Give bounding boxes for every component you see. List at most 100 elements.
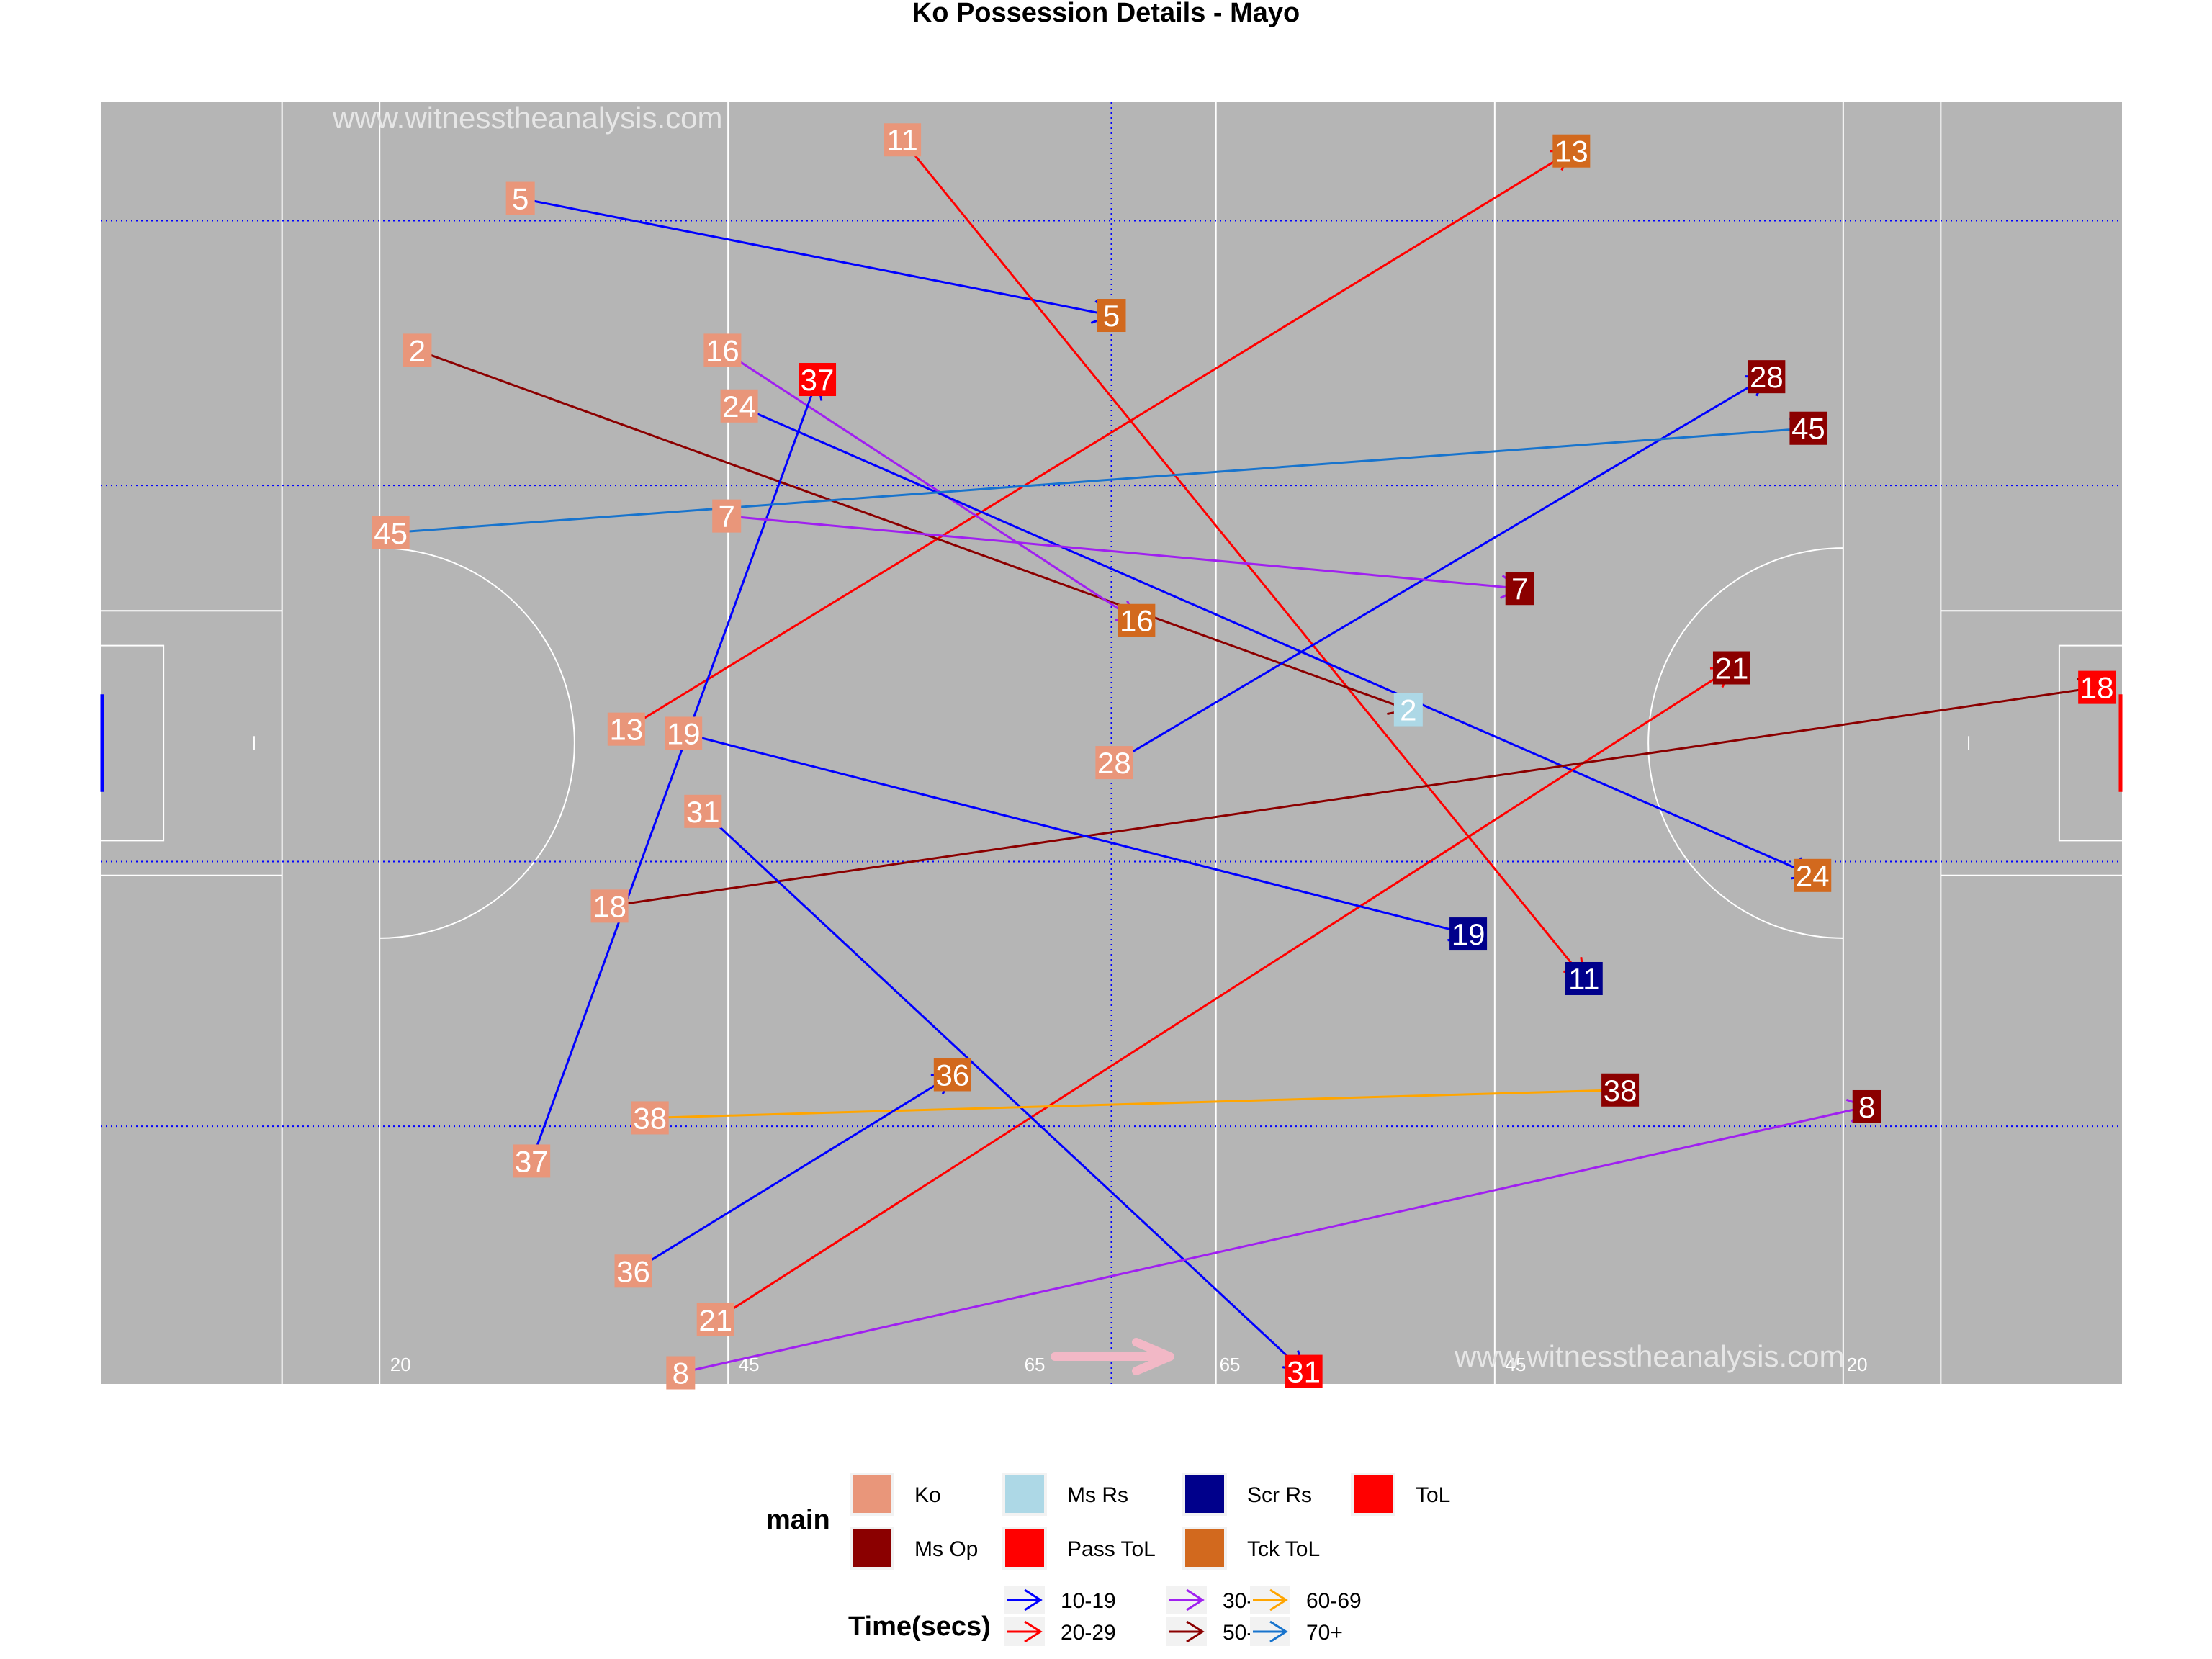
kickout-marker-box (665, 716, 703, 750)
legend-entry-label: Ms Rs (1067, 1483, 1128, 1507)
watermark: www.witnesstheanalysis.com (1454, 1339, 1845, 1373)
direction-arrow (1051, 1338, 1174, 1375)
possession-line (721, 349, 1138, 621)
kickout-marker-label: 13 (609, 713, 643, 747)
legend-key-swatch (1185, 1475, 1224, 1513)
outcome-marker-label: 19 (1452, 917, 1485, 951)
possession-line (1113, 375, 1768, 764)
legend: main Ko Ms Rs Scr Rs ToL Ms Op Pass ToL Tck ToL… (766, 1473, 1450, 1646)
outcome-marker-box (1712, 651, 1750, 685)
legend-entry-label: 20-29 (1061, 1621, 1116, 1645)
yard-label: 65 (1025, 1354, 1046, 1375)
kickout-marker-box (684, 794, 722, 828)
possession-line (683, 732, 1469, 935)
kickout-marker-box (614, 1254, 652, 1288)
kickout-marker-label: 28 (1097, 746, 1131, 780)
legend-title-main: main (766, 1505, 830, 1535)
legend-key-arrow (1024, 1620, 1043, 1643)
yard-label: 20 (1847, 1354, 1868, 1375)
outcome-marker-box (1794, 858, 1832, 892)
outcome-marker-label: 37 (801, 363, 835, 397)
legend-key-swatch (1005, 1529, 1044, 1567)
outcome-marker-box (1601, 1073, 1640, 1107)
legend-key-swatch (853, 1475, 891, 1513)
outcome-marker-label: 45 (1791, 412, 1825, 446)
outcome-marker-label: 21 (1715, 652, 1749, 685)
possession-line (416, 349, 1409, 711)
possession-line (714, 667, 1732, 1321)
legend-entry-label: ToL (1416, 1483, 1450, 1507)
outcome-marker-label: 2 (1400, 693, 1416, 727)
outcome-marker-label: 16 (1120, 604, 1154, 638)
kickout-marker-label: 2 (409, 333, 426, 367)
kickout-marker-box (372, 516, 410, 549)
small-rectangle (2058, 644, 2122, 842)
kickout-marker-box (712, 499, 742, 533)
yard-label: 20 (390, 1354, 411, 1375)
legend-key-swatch (853, 1529, 891, 1567)
outcome-marker-box (1789, 411, 1827, 445)
legend-entry-label: Pass ToL (1067, 1537, 1156, 1561)
kickout-marker-box (607, 712, 645, 746)
kickout-marker-label: 36 (616, 1254, 650, 1288)
possession-line (727, 515, 1520, 590)
outcome-marker-label: 11 (1568, 962, 1600, 996)
outcome-marker-label: 8 (1858, 1090, 1875, 1124)
outcome-marker-box (1097, 299, 1126, 333)
kickout-marker-label: 19 (667, 716, 701, 750)
kickout-marker-label: 31 (686, 795, 720, 829)
outcome-marker-box (2078, 670, 2116, 704)
kickout-marker-box (505, 181, 535, 215)
outcome-marker-label: 18 (2080, 671, 2114, 705)
semicircle-left (379, 547, 575, 939)
outcome-marker-box (1505, 572, 1534, 606)
chart-title: Ko Possession Details - Mayo (912, 0, 1300, 28)
outcome-marker-box (1852, 1089, 1881, 1123)
outcome-marker-box (1285, 1354, 1323, 1388)
kickout-marker-label: 8 (673, 1357, 689, 1390)
small-rectangle (101, 644, 165, 842)
possession-line (530, 379, 819, 1161)
outcome-marker-box (933, 1058, 971, 1092)
possession-line (680, 1105, 1868, 1374)
possession-arrows (390, 139, 2099, 1374)
yard-label: 45 (1505, 1354, 1526, 1375)
kickout-marker-box (513, 1144, 551, 1178)
possession-line (626, 150, 1573, 730)
outcome-marker-label: 31 (1287, 1355, 1321, 1389)
kickout-marker-box (1095, 746, 1133, 780)
legend-entry-label: Ko (914, 1483, 941, 1507)
legend-key-swatch (1354, 1475, 1393, 1513)
kickout-marker-label: 24 (722, 390, 756, 423)
kickout-marker-box (631, 1101, 669, 1135)
outcome-marker-label: 38 (1604, 1074, 1637, 1107)
possession-line (649, 1089, 1621, 1119)
possession-line (390, 427, 1809, 534)
legend-key-arrow (1024, 1588, 1043, 1611)
kickout-marker-box (703, 333, 742, 367)
outcome-marker-box (799, 363, 837, 397)
possession-line (609, 686, 2098, 907)
kickout-marker-box (884, 123, 922, 157)
legend-entry-label: 60-69 (1306, 1589, 1362, 1613)
kickout-marker-label: 11 (886, 123, 918, 157)
watermark: www.witnesstheanalysis.com (332, 101, 723, 135)
kickout-marker-label: 7 (719, 500, 735, 534)
kickout-marker-label: 37 (515, 1144, 549, 1178)
legend-entry-label: Tck ToL (1247, 1537, 1320, 1561)
legend-entry-label: Scr Rs (1247, 1483, 1312, 1507)
yard-label: 65 (1220, 1354, 1241, 1375)
outcome-marker-label: 28 (1750, 360, 1784, 394)
kickout-marker-label: 38 (633, 1101, 667, 1135)
outcome-marker-label: 7 (1511, 572, 1528, 606)
possession-markers: 5511111313221616242437372828454577212118… (372, 123, 2116, 1390)
outcome-marker-box (1565, 961, 1603, 995)
kickout-marker-box (696, 1303, 734, 1336)
legend-title-time: Time(secs) (848, 1611, 991, 1642)
outcome-marker-box (1552, 134, 1591, 168)
outcome-marker-label: 13 (1555, 135, 1588, 168)
legend-entry-label: Ms Op (914, 1537, 978, 1561)
kickout-marker-box (666, 1356, 696, 1390)
kickout-marker-box (403, 333, 432, 367)
